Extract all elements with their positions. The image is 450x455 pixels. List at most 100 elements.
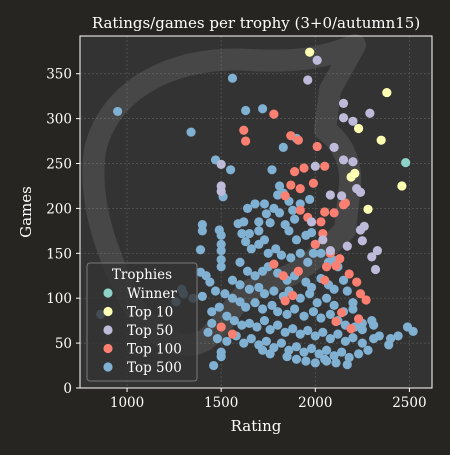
data-point-top-100: [239, 125, 249, 135]
y-tick-label: 200: [46, 201, 72, 217]
data-point-top-500: [306, 343, 317, 354]
data-point-top-100: [320, 161, 330, 171]
data-point-top-500: [186, 127, 196, 137]
data-point-top-50: [348, 157, 358, 167]
y-tick-label: 0: [63, 381, 72, 397]
data-point-top-500: [216, 230, 226, 240]
data-point-top-500: [301, 356, 311, 366]
data-point-top-500: [267, 300, 277, 310]
data-point-top-500: [222, 336, 232, 346]
data-point-top-500: [282, 309, 292, 319]
data-point-top-50: [325, 246, 335, 256]
data-point-top-100: [269, 259, 279, 269]
data-point-top-10: [346, 172, 356, 182]
data-point-top-50: [372, 246, 383, 256]
data-point-top-500: [265, 325, 275, 335]
data-point-top-100: [280, 191, 290, 201]
data-point-top-500: [197, 219, 207, 230]
data-point-top-500: [246, 334, 256, 344]
y-tick-label: 300: [46, 112, 72, 128]
data-point-top-500: [325, 334, 335, 344]
data-point-top-500: [284, 226, 294, 236]
data-point-top-500: [263, 248, 273, 258]
legend-entry: Top 500: [127, 360, 182, 376]
data-point-top-500: [289, 214, 300, 224]
data-point-top-500: [225, 165, 236, 175]
data-point-top-500: [222, 311, 232, 321]
data-point-top-500: [289, 304, 300, 314]
data-point-top-500: [308, 248, 319, 258]
legend-marker: [103, 343, 113, 354]
data-point-top-500: [214, 302, 224, 312]
data-point-top-500: [265, 218, 275, 228]
data-point-top-500: [216, 351, 226, 362]
data-point-top-10: [397, 181, 407, 191]
data-point-top-500: [305, 289, 315, 299]
data-point-top-500: [291, 354, 302, 364]
y-tick-label: 350: [46, 67, 72, 83]
data-point-top-100: [293, 266, 303, 276]
data-point-top-500: [278, 142, 288, 152]
data-point-top-500: [241, 105, 251, 116]
data-point-top-500: [257, 304, 268, 314]
data-point-top-100: [295, 184, 305, 194]
y-axis-label: Games: [17, 186, 35, 238]
data-point-top-100: [286, 131, 296, 141]
data-point-top-100: [355, 289, 366, 299]
data-point-top-500: [269, 203, 279, 214]
data-point-top-500: [216, 246, 226, 256]
data-points: [96, 47, 418, 371]
y-tick-label: 150: [46, 246, 72, 262]
legend-marker: [103, 362, 113, 372]
data-point-top-500: [235, 280, 245, 290]
data-point-top-10: [376, 135, 386, 145]
data-point-top-500: [250, 298, 260, 308]
data-point-top-50: [216, 186, 226, 196]
data-point-top-100: [316, 217, 326, 227]
legend-marker: [103, 325, 113, 335]
data-point-top-100: [216, 322, 226, 332]
data-point-top-500: [312, 298, 322, 308]
data-point-top-500: [384, 340, 394, 350]
data-point-top-500: [259, 199, 270, 209]
data-point-top-500: [342, 286, 352, 296]
data-point-top-500: [316, 248, 326, 258]
data-point-top-500: [207, 318, 217, 328]
data-point-top-500: [316, 313, 326, 323]
data-point-top-100: [318, 228, 328, 239]
data-point-top-50: [357, 236, 367, 246]
y-tick-label: 250: [46, 157, 72, 173]
data-point-top-500: [321, 293, 332, 303]
data-point-top-500: [271, 244, 281, 254]
data-point-top-50: [338, 155, 349, 165]
data-point-top-500: [353, 349, 364, 359]
data-point-top-500: [229, 316, 239, 326]
data-point-top-50: [337, 191, 347, 201]
data-point-top-50: [338, 98, 349, 108]
data-point-top-500: [374, 331, 384, 341]
data-point-top-500: [201, 271, 211, 281]
data-point-top-500: [369, 320, 379, 330]
data-point-top-50: [312, 55, 322, 65]
data-point-top-500: [216, 262, 226, 272]
data-point-top-500: [207, 307, 217, 317]
legend-entry: Top 50: [127, 323, 173, 339]
legend-marker: [103, 288, 113, 298]
data-point-top-100: [227, 329, 238, 339]
data-point-top-100: [293, 135, 303, 145]
data-point-top-500: [329, 284, 339, 294]
data-point-top-500: [254, 226, 264, 236]
data-point-top-50: [318, 235, 328, 245]
data-point-top-500: [295, 199, 305, 209]
data-point-top-500: [257, 345, 268, 355]
data-point-top-500: [237, 228, 247, 239]
x-axis-label: Rating: [231, 417, 282, 435]
data-point-top-500: [242, 266, 253, 276]
data-point-top-50: [355, 225, 366, 235]
data-point-top-500: [227, 275, 238, 285]
data-point-top-500: [357, 325, 367, 335]
data-point-top-500: [338, 275, 349, 285]
data-point-top-500: [340, 336, 351, 346]
data-point-top-100: [335, 254, 345, 264]
